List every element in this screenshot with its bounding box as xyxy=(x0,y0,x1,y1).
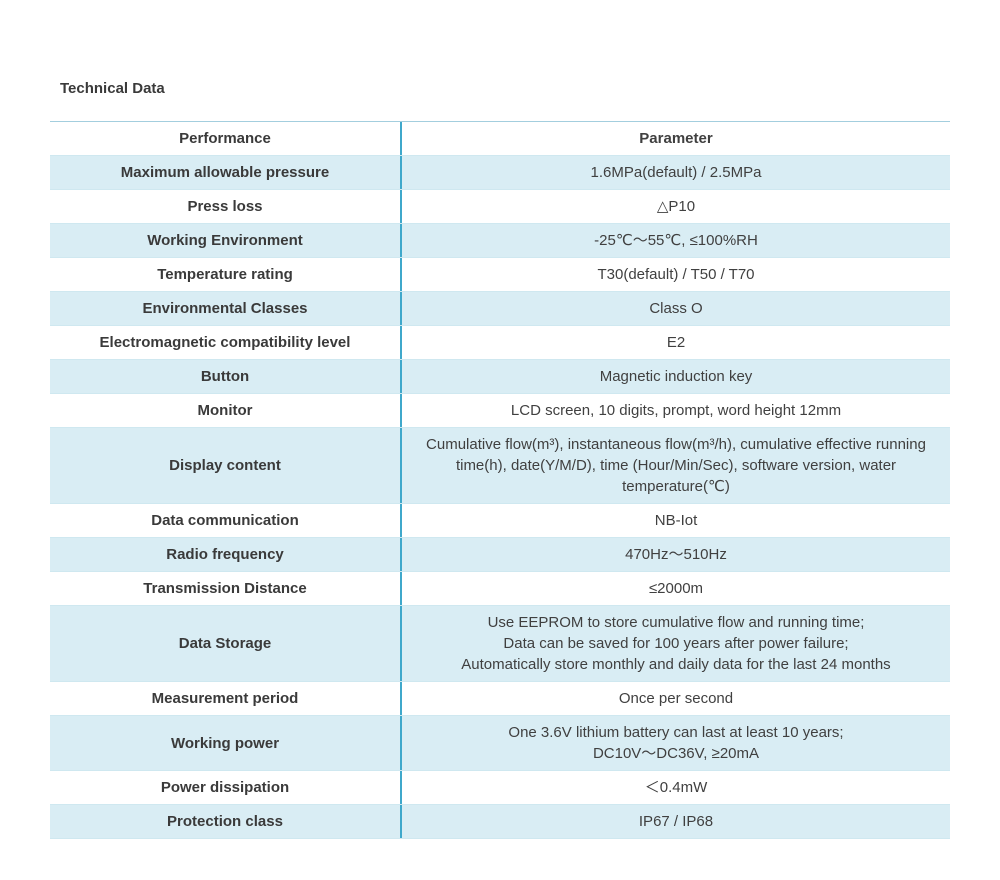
row-value: 1.6MPa(default) / 2.5MPa xyxy=(400,156,950,189)
row-value: 470Hz～510Hz xyxy=(400,538,950,571)
row-label: Working Environment xyxy=(147,232,303,249)
row-label: Transmission Distance xyxy=(143,580,307,597)
page-title: Technical Data xyxy=(60,80,165,97)
header-cell-performance: Performance xyxy=(179,130,271,147)
row-label: Maximum allowable pressure xyxy=(120,164,330,181)
row-label: Protection class xyxy=(167,813,283,830)
row-label: Monitor xyxy=(197,402,253,419)
row-label: Environmental Classes xyxy=(142,300,308,317)
table-row: Protection class IP67 / IP68 xyxy=(50,805,950,839)
table-row: Radio frequency 470Hz～510Hz xyxy=(50,538,950,572)
table-row: Working power One 3.6V lithium battery ca… xyxy=(50,716,950,771)
table-row: Data Storage Use EEPROM to store cumulati… xyxy=(50,606,950,682)
table-row: Press loss △P10 xyxy=(50,190,950,224)
row-value: One 3.6V lithium battery can last at lea… xyxy=(400,716,950,770)
row-value: Magnetic induction key xyxy=(400,360,950,393)
row-label: Power dissipation xyxy=(160,779,290,796)
row-value: LCD screen, 10 digits, prompt, word heig… xyxy=(400,394,950,427)
row-value: Once per second xyxy=(400,682,950,715)
table-row: Monitor LCD screen, 10 digits, prompt, wo… xyxy=(50,394,950,428)
row-value: Use EEPROM to store cumulative flow and … xyxy=(400,606,950,681)
row-value: -25℃～55℃, ≤100%RH xyxy=(400,224,950,257)
row-label: Press loss xyxy=(187,198,263,215)
row-label: Working power xyxy=(170,734,280,752)
table-row: Power dissipation ＜0.4mW xyxy=(50,771,950,805)
row-label: Display content xyxy=(169,457,281,474)
table-row: Working Environment -25℃～55℃, ≤100%RH xyxy=(50,224,950,258)
row-label: Data communication xyxy=(151,512,299,529)
row-value: ＜0.4mW xyxy=(400,771,950,804)
row-label: Electromagnetic compatibility level xyxy=(99,334,351,351)
table-row: Data communication NB-Iot xyxy=(50,504,950,538)
table-row: Transmission Distance ≤2000m xyxy=(50,572,950,606)
table-row: Button Magnetic induction key xyxy=(50,360,950,394)
row-value: ≤2000m xyxy=(400,572,950,605)
row-label: Button xyxy=(200,368,250,385)
row-value: Cumulative flow(m³), instantaneous flow(… xyxy=(400,428,950,503)
table-row: Environmental Classes Class O xyxy=(50,292,950,326)
row-value: E2 xyxy=(400,326,950,359)
table-header-row: Performance Parameter xyxy=(50,122,950,156)
row-label: Radio frequency xyxy=(166,546,284,563)
row-value: Class O xyxy=(400,292,950,325)
header-cell-parameter: Parameter xyxy=(400,122,950,155)
table-row: Measurement period Once per second xyxy=(50,682,950,716)
technical-data-table: Performance Parameter Maximum allowable … xyxy=(50,121,950,839)
table-row: Display content Cumulative flow(m³), inst… xyxy=(50,428,950,504)
row-value: T30(default) / T50 / T70 xyxy=(400,258,950,291)
row-label: Data Storage xyxy=(178,635,272,652)
table-row: Electromagnetic compatibility level E2 xyxy=(50,326,950,360)
row-value: △P10 xyxy=(400,190,950,223)
row-label: Measurement period xyxy=(151,690,299,707)
table-row: Temperature rating T30(default) / T50 / T… xyxy=(50,258,950,292)
page: Technical Data Performance Parameter Max… xyxy=(50,80,950,839)
row-value: IP67 / IP68 xyxy=(400,805,950,838)
row-label: Temperature rating xyxy=(157,266,293,283)
table-row: Maximum allowable pressure 1.6MPa(default… xyxy=(50,156,950,190)
row-value: NB-Iot xyxy=(400,504,950,537)
